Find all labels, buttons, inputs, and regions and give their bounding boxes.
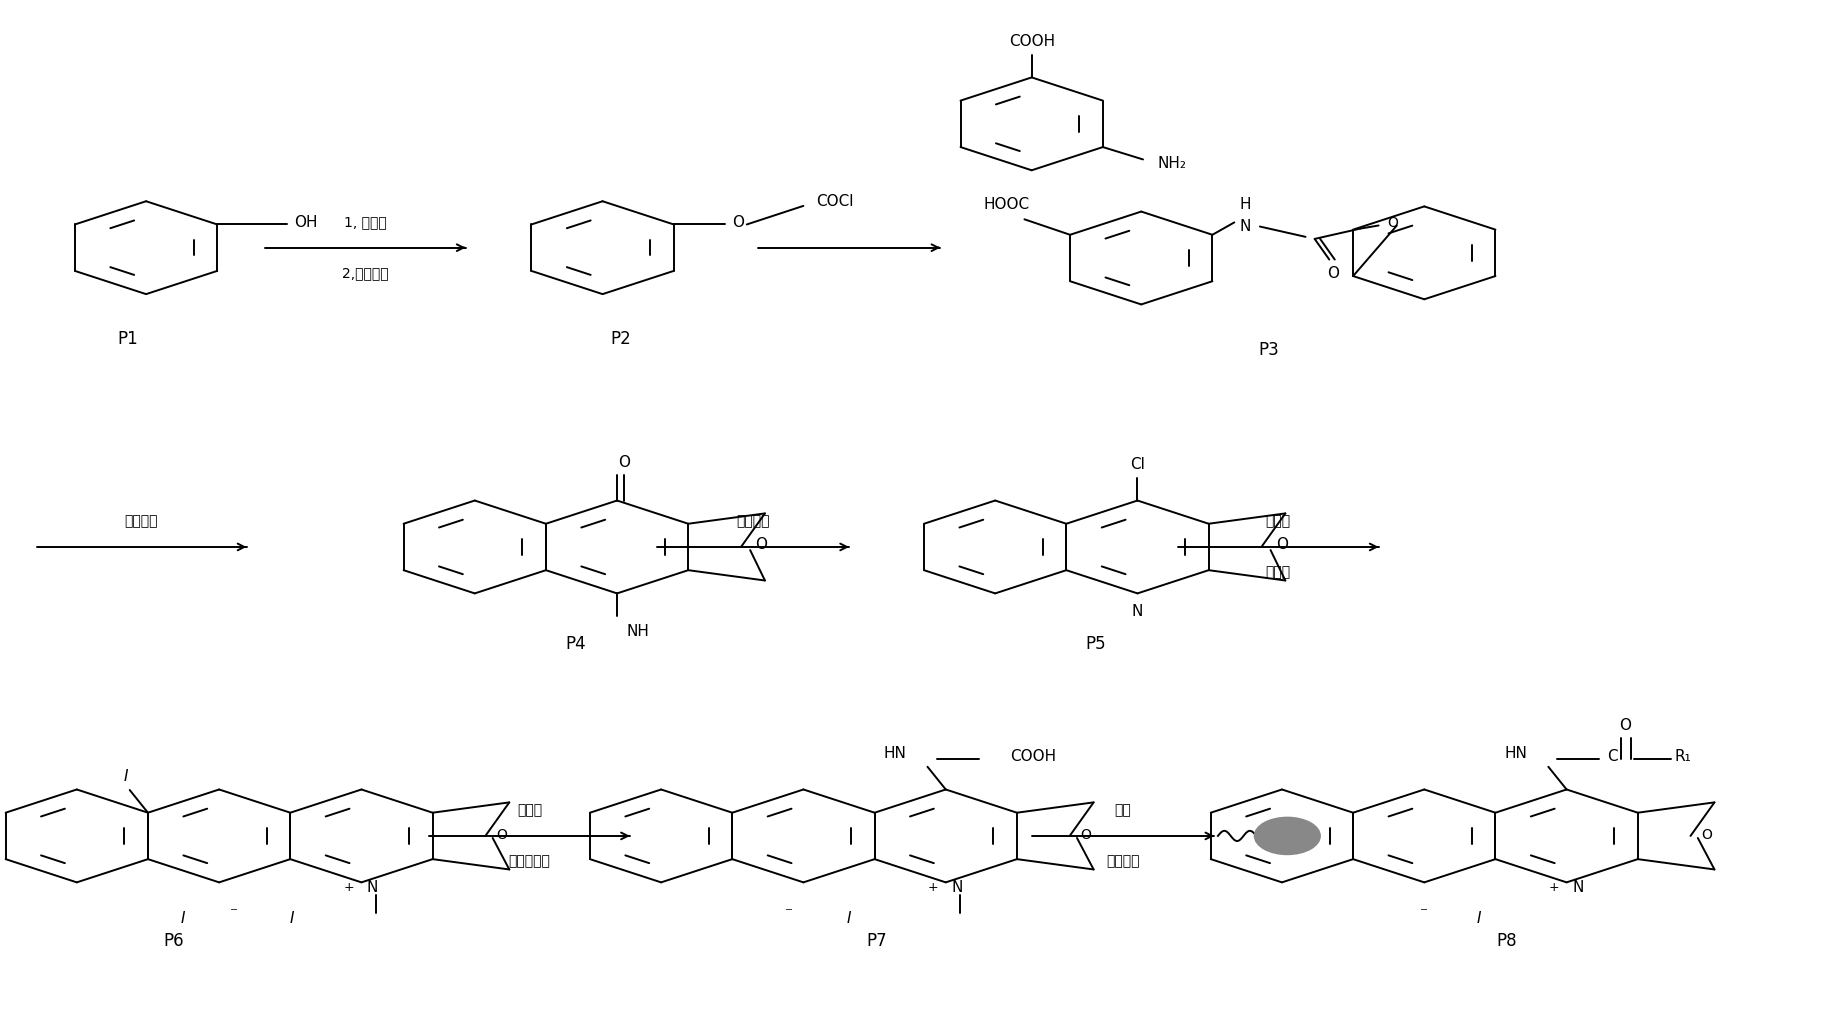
Text: COOH: COOH [1010,749,1055,764]
Text: 甘氨酸: 甘氨酸 [517,803,542,817]
Text: 1, 氯乙酸: 1, 氯乙酸 [343,215,387,229]
Text: ⁻: ⁻ [785,905,792,921]
Text: 2,氯化亚砜: 2,氯化亚砜 [341,266,389,281]
Text: I: I [181,911,184,927]
Text: O: O [619,454,630,470]
Text: O: O [756,538,767,552]
Text: O: O [1702,828,1713,842]
Text: N: N [1240,219,1251,234]
Circle shape [1254,817,1320,854]
Text: P8: P8 [1495,932,1517,949]
Text: ⁻: ⁻ [1421,905,1428,921]
Text: R₁: R₁ [1674,749,1691,764]
Text: O: O [1388,217,1399,230]
Text: +: + [1548,881,1559,894]
Text: Cl: Cl [1130,456,1145,472]
Text: N: N [1572,880,1583,895]
Text: O: O [1328,266,1338,281]
Text: 环丁砜: 环丁砜 [1265,566,1291,580]
Text: NH₂: NH₂ [1158,156,1187,171]
Text: P2: P2 [610,330,632,348]
Text: 碘甲烷: 碘甲烷 [1265,514,1291,528]
Text: 氯化亚砜: 氯化亚砜 [736,514,771,528]
Text: O: O [1276,538,1287,552]
Text: H: H [1240,197,1251,213]
Text: I: I [1477,911,1481,927]
Text: P5: P5 [1085,635,1107,652]
Text: O: O [1620,717,1631,733]
Text: O: O [1081,828,1092,842]
Text: HN: HN [884,745,906,761]
Text: P4: P4 [564,635,586,652]
Text: P1: P1 [117,330,139,348]
Text: +: + [928,881,939,894]
Text: P7: P7 [866,932,887,949]
Text: I: I [124,769,128,784]
Text: N: N [367,880,378,895]
Text: HN: HN [1505,745,1527,761]
Text: COCl: COCl [816,194,855,209]
Text: I: I [847,911,851,927]
Text: COOH: COOH [1008,33,1055,49]
Text: ⁻: ⁻ [230,905,237,921]
Text: NH: NH [626,624,648,640]
Text: +: + [343,881,354,894]
Text: 固相合成: 固相合成 [1107,854,1139,869]
Text: 多聚磷酸: 多聚磷酸 [124,514,159,528]
Text: 乙二醇乙醚: 乙二醇乙醚 [509,854,550,869]
Text: I: I [290,911,294,927]
Text: P6: P6 [163,932,184,949]
Text: N: N [951,880,962,895]
Text: O: O [497,828,508,842]
Text: C: C [1607,749,1618,764]
Text: P3: P3 [1258,341,1280,358]
Text: OH: OH [294,215,318,230]
Text: O: O [732,215,745,230]
Text: 肽链: 肽链 [1114,803,1132,817]
Text: N: N [1132,604,1143,619]
Text: HOOC: HOOC [982,197,1030,213]
